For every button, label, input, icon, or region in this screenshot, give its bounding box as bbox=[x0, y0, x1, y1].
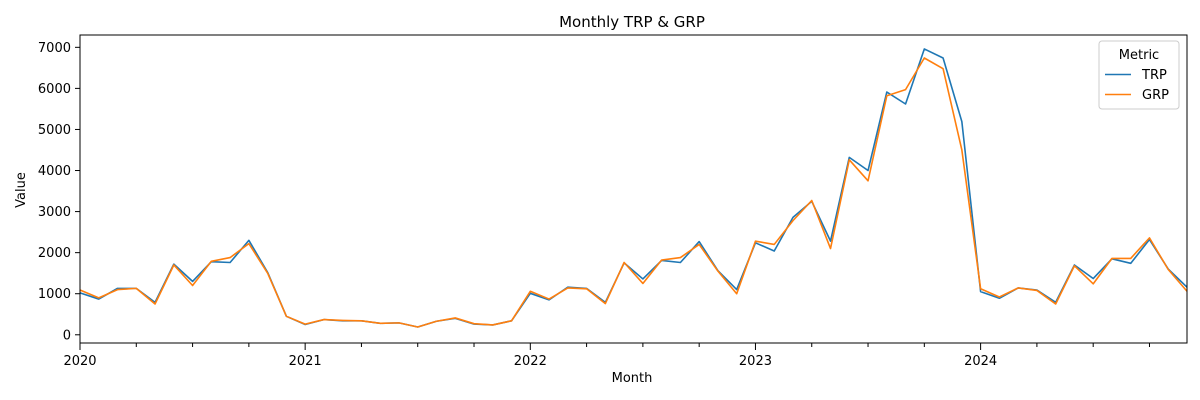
x-tick-label: 2022 bbox=[514, 354, 547, 369]
series-line-grp bbox=[79, 57, 1188, 328]
y-tick-label: 0 bbox=[63, 328, 71, 343]
plot-area: 0 1000 2000 3000 4000 5000 6000 7000 2020 2021 202… bbox=[38, 34, 1188, 369]
x-tick-label: 2021 bbox=[289, 354, 322, 369]
y-tick-label: 7000 bbox=[38, 41, 71, 56]
legend-title: Metric bbox=[1119, 48, 1159, 63]
y-tick-label: 3000 bbox=[38, 205, 71, 220]
legend-box bbox=[1098, 40, 1180, 110]
series-line-trp bbox=[79, 48, 1188, 328]
legend: Metric TRP GRP bbox=[1098, 40, 1180, 110]
y-tick-label: 2000 bbox=[38, 246, 71, 261]
legend-label-trp: TRP bbox=[1141, 68, 1167, 83]
x-tick-label: 2020 bbox=[63, 354, 96, 369]
x-axis-label: Month bbox=[612, 371, 653, 386]
chart-title: Monthly TRP & GRP bbox=[559, 13, 705, 31]
y-tick-label: 6000 bbox=[38, 82, 71, 97]
y-axis-label: Value bbox=[14, 172, 29, 208]
x-tick-label: 2023 bbox=[739, 354, 772, 369]
y-tick-label: 5000 bbox=[38, 123, 71, 138]
y-tick-label: 4000 bbox=[38, 164, 71, 179]
x-tick-label: 2024 bbox=[964, 354, 997, 369]
legend-label-grp: GRP bbox=[1142, 88, 1169, 103]
axes-frame bbox=[79, 34, 1188, 344]
y-tick-label: 1000 bbox=[38, 287, 71, 302]
